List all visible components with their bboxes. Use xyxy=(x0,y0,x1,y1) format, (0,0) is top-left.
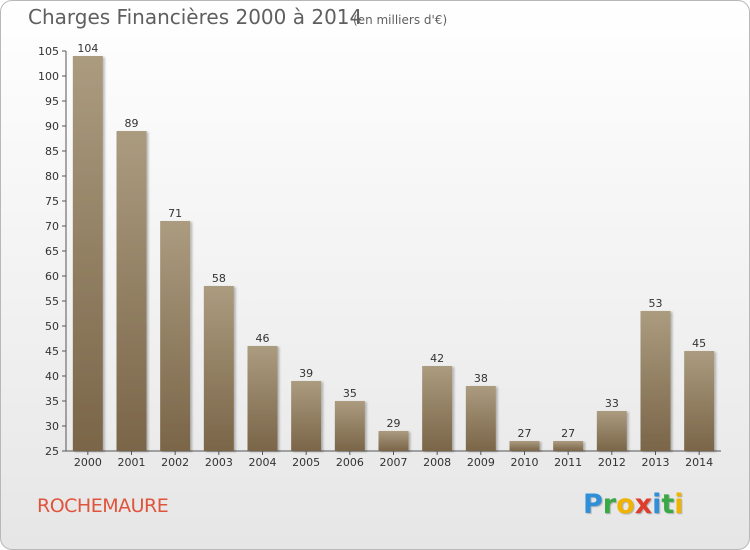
bar xyxy=(160,221,191,451)
y-tick-label: 45 xyxy=(45,345,59,358)
bar xyxy=(596,411,627,451)
bar-value-label: 71 xyxy=(168,207,182,220)
bar-value-label: 45 xyxy=(692,337,706,350)
y-tick-label: 100 xyxy=(38,70,59,83)
bar xyxy=(422,366,453,451)
bar-value-label: 29 xyxy=(387,417,401,430)
bar-value-label: 104 xyxy=(77,42,98,55)
y-tick-label: 60 xyxy=(45,270,59,283)
bar xyxy=(378,431,409,451)
bar xyxy=(247,346,278,451)
x-tick-label: 2010 xyxy=(511,456,539,469)
y-tick-label: 65 xyxy=(45,245,59,258)
bar-value-label: 42 xyxy=(430,352,444,365)
y-tick-label: 40 xyxy=(45,370,59,383)
y-tick-label: 70 xyxy=(45,220,59,233)
logo-letter: x xyxy=(634,489,653,520)
logo-letter: P xyxy=(583,489,603,520)
x-tick-label: 2005 xyxy=(292,456,320,469)
logo-letter: t xyxy=(661,489,675,520)
bar xyxy=(291,381,322,451)
bar xyxy=(72,56,103,451)
bar-value-label: 27 xyxy=(518,427,532,440)
logo-letter: o xyxy=(616,489,635,520)
bar-value-label: 27 xyxy=(561,427,575,440)
bar xyxy=(509,441,540,451)
x-tick-label: 2008 xyxy=(423,456,451,469)
x-tick-label: 2007 xyxy=(380,456,408,469)
logo-letter: i xyxy=(652,489,662,520)
logo-letter: r xyxy=(602,489,617,520)
bar-value-label: 46 xyxy=(256,332,270,345)
bar xyxy=(334,401,365,451)
y-tick-label: 55 xyxy=(45,295,59,308)
y-tick-label: 50 xyxy=(45,320,59,333)
y-tick-label: 25 xyxy=(45,445,59,458)
bar-value-label: 35 xyxy=(343,387,357,400)
bar xyxy=(203,286,234,451)
town-name: ROCHEMAURE xyxy=(37,495,169,517)
x-tick-label: 2003 xyxy=(205,456,233,469)
bar-value-label: 89 xyxy=(125,117,139,130)
y-tick-label: 30 xyxy=(45,420,59,433)
bar xyxy=(684,351,715,451)
bar-value-label: 39 xyxy=(299,367,313,380)
y-tick-label: 95 xyxy=(45,95,59,108)
x-tick-label: 2006 xyxy=(336,456,364,469)
bar-value-label: 33 xyxy=(605,397,619,410)
bar xyxy=(465,386,496,451)
x-tick-label: 2009 xyxy=(467,456,495,469)
x-tick-label: 2012 xyxy=(598,456,626,469)
y-tick-label: 105 xyxy=(38,45,59,58)
x-tick-label: 2002 xyxy=(161,456,189,469)
bar xyxy=(116,131,147,451)
y-tick-label: 75 xyxy=(45,195,59,208)
y-tick-label: 90 xyxy=(45,120,59,133)
x-tick-label: 2001 xyxy=(118,456,146,469)
x-tick-label: 2011 xyxy=(554,456,582,469)
bar xyxy=(553,441,584,451)
bar xyxy=(640,311,671,451)
chart-title: Charges Financières 2000 à 2014 xyxy=(28,5,363,29)
y-tick-label: 80 xyxy=(45,170,59,183)
x-tick-label: 2004 xyxy=(249,456,277,469)
x-tick-label: 2014 xyxy=(685,456,713,469)
bar-value-label: 38 xyxy=(474,372,488,385)
chart-subtitle: (en milliers d'€) xyxy=(353,13,448,27)
y-tick-label: 85 xyxy=(45,145,59,158)
logo-letter: i xyxy=(674,489,684,520)
bar-value-label: 58 xyxy=(212,272,226,285)
bar-value-label: 53 xyxy=(649,297,663,310)
y-tick-label: 35 xyxy=(45,395,59,408)
proxiti-logo[interactable]: Proxiti xyxy=(583,489,684,520)
x-tick-label: 2013 xyxy=(642,456,670,469)
x-tick-label: 2000 xyxy=(74,456,102,469)
